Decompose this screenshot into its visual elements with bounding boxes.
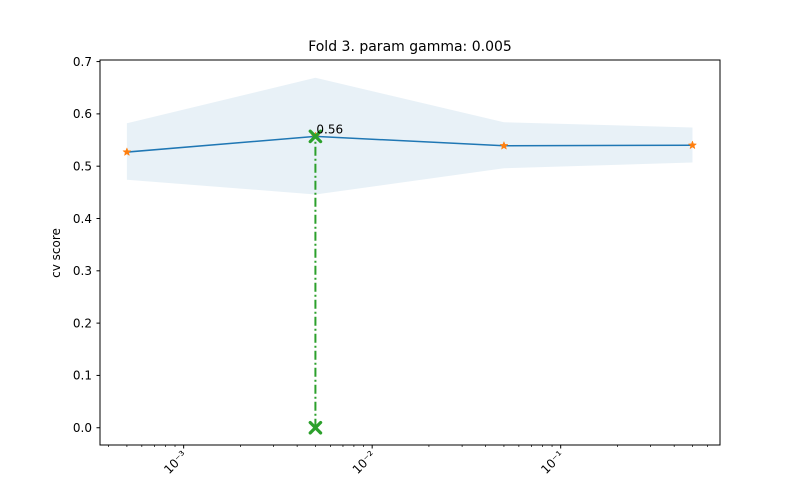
plot-area: 0.56 bbox=[122, 77, 698, 435]
best-point-marker-stroke bbox=[308, 129, 323, 144]
confidence-band bbox=[126, 77, 693, 195]
y-tick-label: 0.4 bbox=[73, 212, 92, 226]
y-tick-label: 0.5 bbox=[73, 159, 92, 173]
data-point-marker bbox=[122, 147, 132, 157]
y-tick-label: 0.7 bbox=[73, 55, 92, 69]
plot-frame bbox=[99, 59, 721, 446]
y-tick-label: 0.0 bbox=[73, 421, 92, 435]
series-line bbox=[126, 135, 693, 153]
best-point-label: 0.56 bbox=[316, 122, 343, 136]
y-tick-label: 0.2 bbox=[73, 316, 92, 330]
y-axis-label: cv score bbox=[49, 228, 63, 278]
best-point-base-marker-stroke bbox=[308, 420, 323, 435]
y-tick-label: 0.6 bbox=[73, 107, 92, 121]
chart-title: Fold 3. param gamma: 0.005 bbox=[308, 39, 512, 55]
data-point-marker bbox=[499, 140, 509, 150]
best-point-marker bbox=[308, 129, 323, 144]
best-point-base-marker bbox=[308, 420, 323, 435]
y-tick-label: 0.1 bbox=[73, 369, 92, 383]
data-point-marker bbox=[687, 140, 698, 150]
y-tick-label: 0.3 bbox=[73, 264, 92, 278]
